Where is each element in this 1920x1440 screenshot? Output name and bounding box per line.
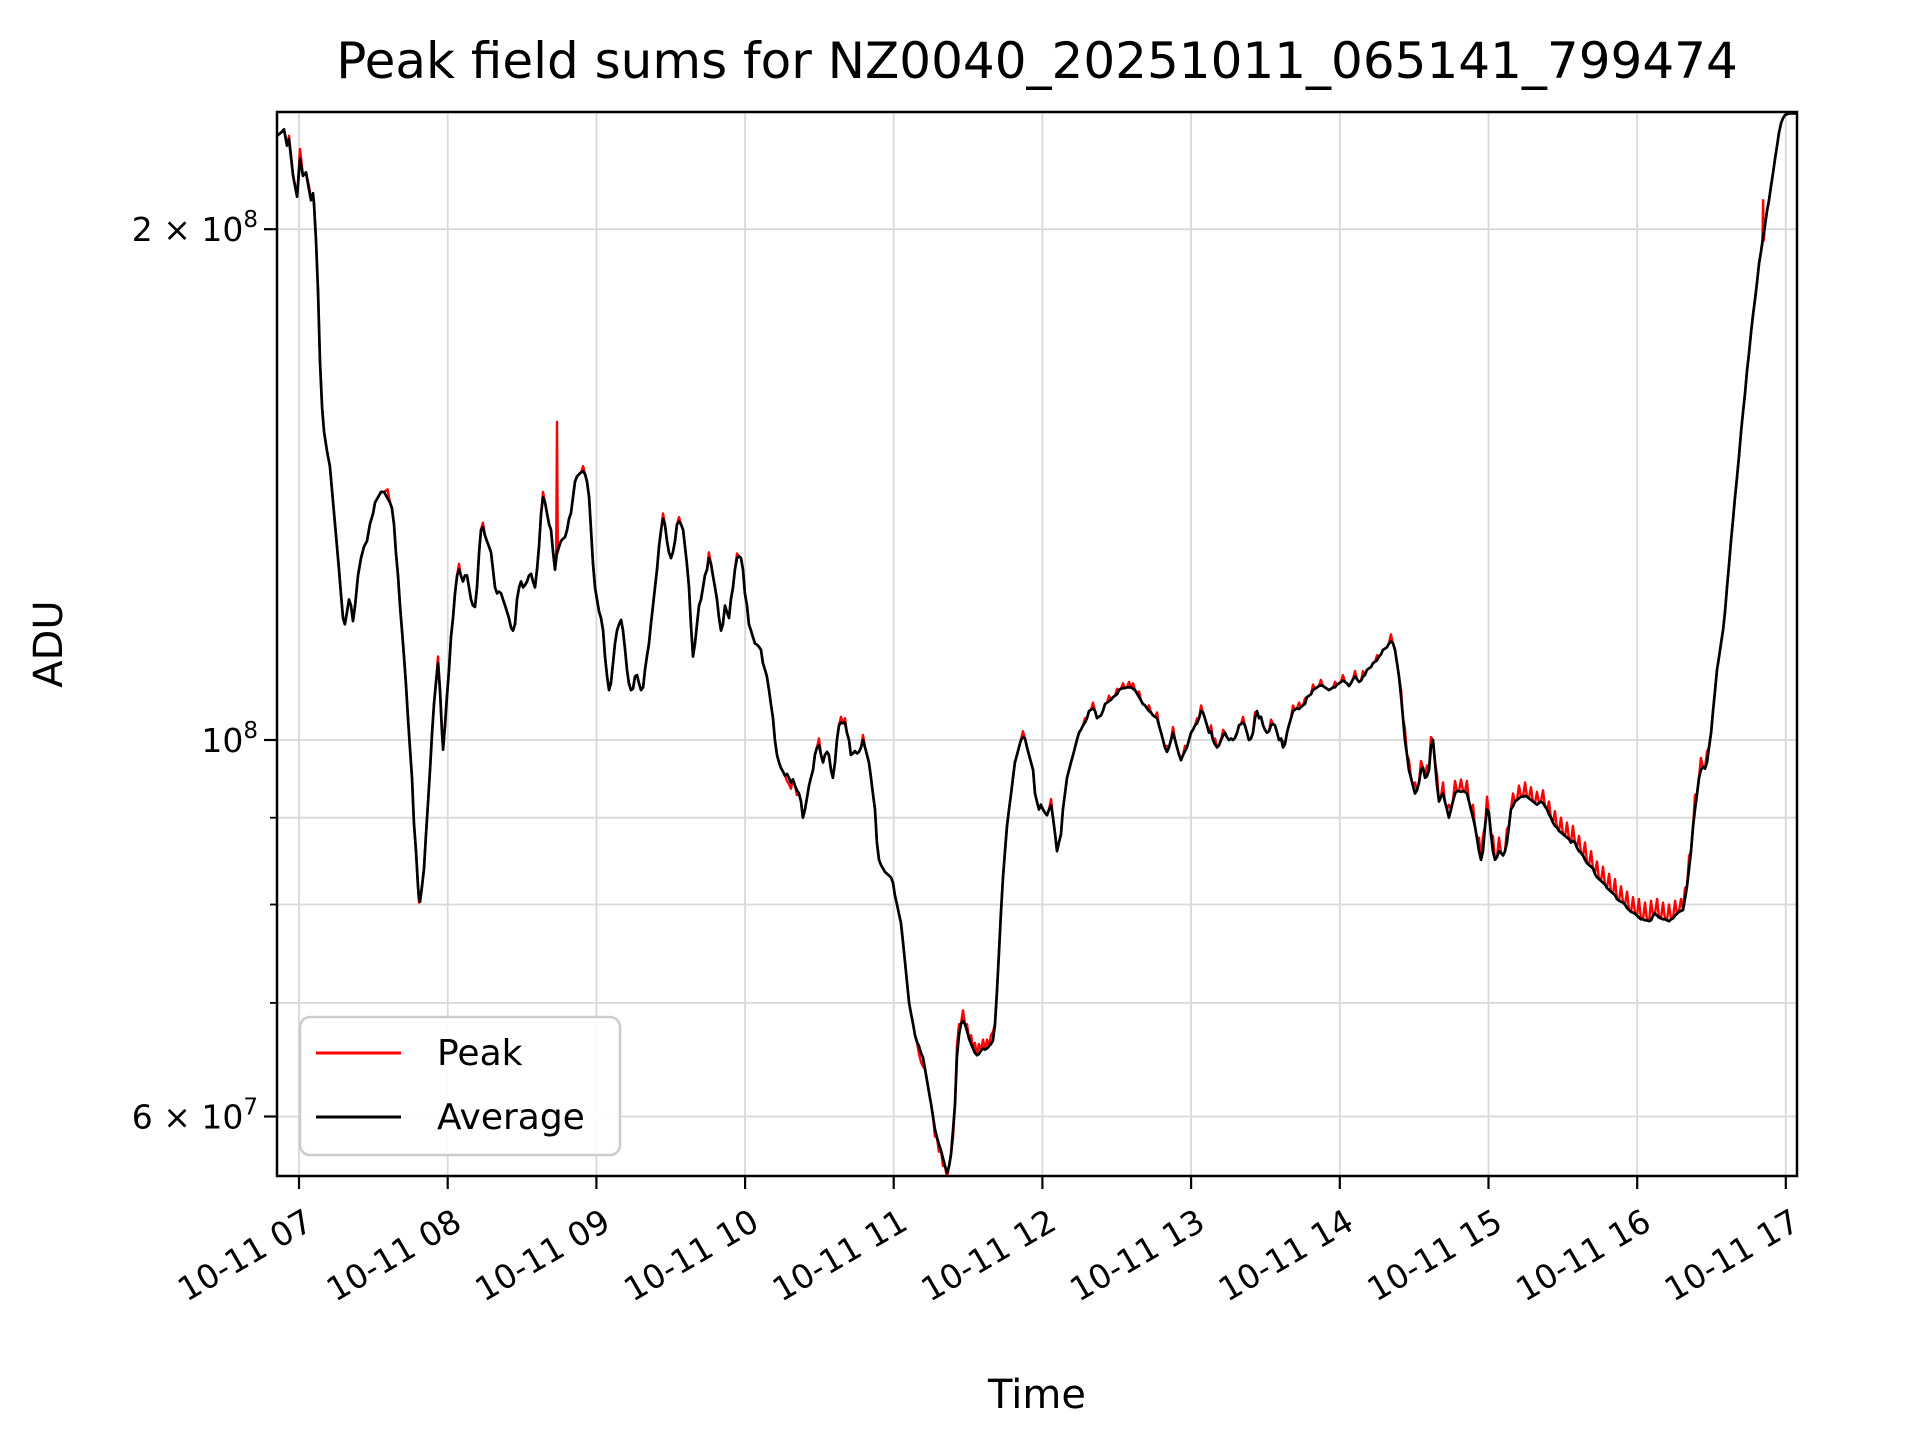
x-tick-label: 10-11 15 — [1361, 1201, 1509, 1309]
x-axis-label: Time — [987, 1372, 1086, 1418]
y-tick-label: 108 — [201, 718, 258, 760]
x-tick-label: 10-11 10 — [617, 1201, 765, 1309]
x-tick-label: 10-11 13 — [1063, 1201, 1211, 1309]
axes-spines — [275, 110, 1799, 1178]
x-tick-label: 10-11 07 — [171, 1201, 319, 1309]
legend: Peak Average — [298, 1015, 622, 1157]
y-tick-label: 6 × 107 — [132, 1095, 258, 1137]
plot-background — [277, 112, 1797, 1176]
x-tick-label: 10-11 08 — [320, 1201, 468, 1309]
x-tick-label: 10-11 17 — [1658, 1201, 1806, 1309]
legend-label-average: Average — [437, 1097, 585, 1138]
legend-label-peak: Peak — [437, 1033, 523, 1074]
y-axis-label: ADU — [26, 600, 72, 687]
y-tick-label: 2 × 108 — [132, 207, 258, 249]
gridlines — [277, 112, 1797, 1176]
plot-border — [275, 110, 1799, 1178]
axis-ticks — [264, 228, 1787, 1189]
series-average-line — [277, 112, 1797, 1174]
x-tick-label: 10-11 16 — [1509, 1201, 1657, 1309]
x-tick-label: 10-11 14 — [1212, 1201, 1360, 1309]
x-tick-label: 10-11 12 — [914, 1201, 1062, 1309]
x-tick-label: 10-11 09 — [468, 1201, 616, 1309]
x-tick-label: 10-11 11 — [766, 1201, 914, 1309]
data-series — [277, 112, 1797, 1176]
chart-title: Peak field sums for NZ0040_20251011_0651… — [336, 32, 1738, 90]
